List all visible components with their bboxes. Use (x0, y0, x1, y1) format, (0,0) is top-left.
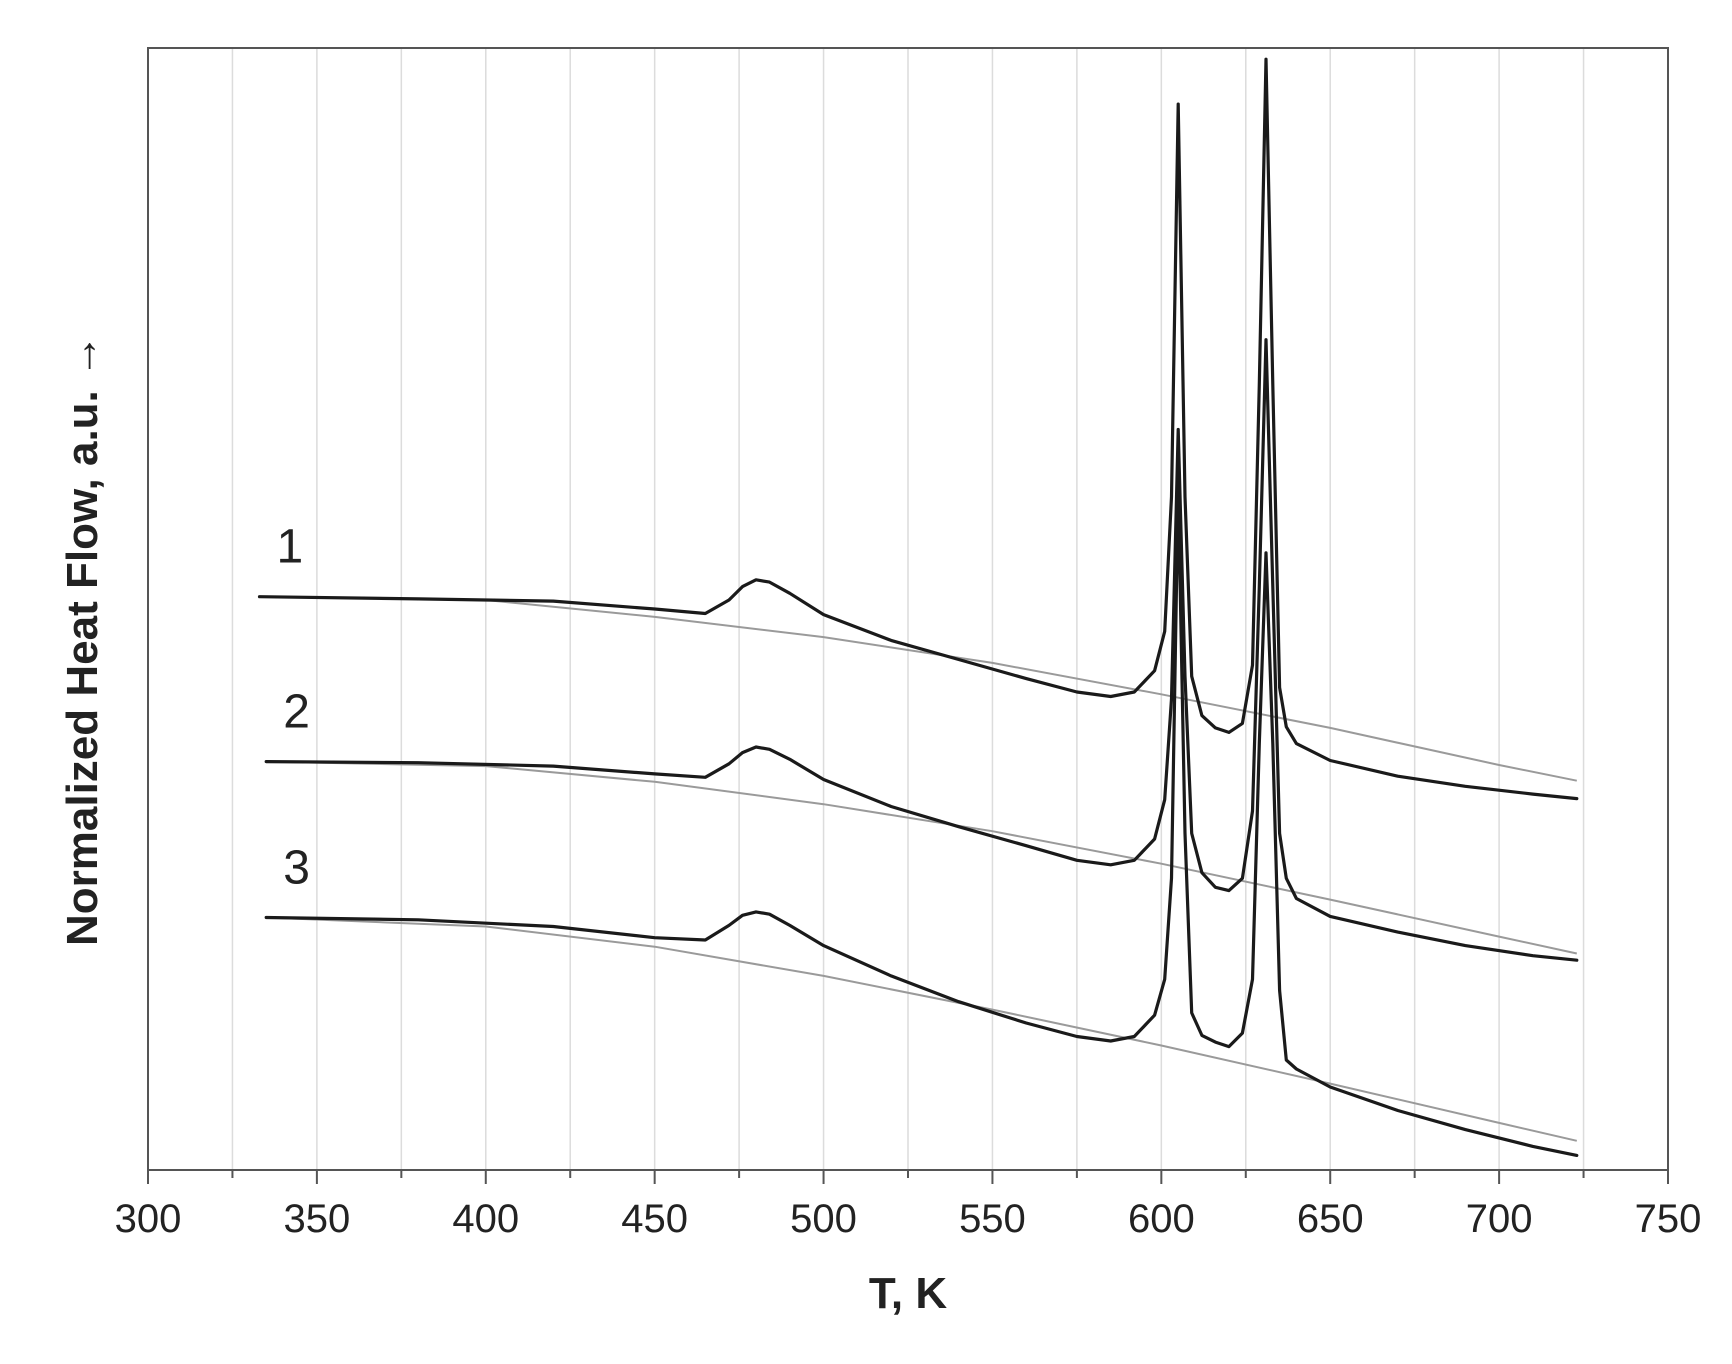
x-tick-label: 350 (284, 1197, 351, 1241)
y-axis-title: Normalized Heat Flow, a.u. → (58, 334, 107, 946)
x-tick-label: 500 (790, 1197, 857, 1241)
x-tick-labels: 300 350 400 450 500 550 600 650 700 750 (115, 1197, 1702, 1241)
x-tick-label: 400 (452, 1197, 519, 1241)
x-tick-label: 600 (1128, 1197, 1195, 1241)
x-axis-title: T, K (869, 1269, 947, 1318)
baseline-2 (266, 760, 1578, 955)
baselines (259, 595, 1578, 1142)
x-tick-label: 450 (621, 1197, 688, 1241)
curve-label-3: 3 (283, 842, 310, 895)
baseline-1 (259, 595, 1577, 782)
x-tick-label: 750 (1635, 1197, 1702, 1241)
x-tick-label: 300 (115, 1197, 182, 1241)
x-tick-label: 550 (959, 1197, 1026, 1241)
curve-labels: 1 2 3 (277, 521, 310, 895)
curve-1 (257, 57, 1579, 801)
curves (257, 57, 1579, 1157)
baseline-3 (266, 916, 1578, 1142)
curve-2 (264, 338, 1579, 962)
x-ticks (147, 1170, 1669, 1184)
curve-label-1: 1 (277, 521, 304, 574)
curve-3 (264, 484, 1579, 1157)
x-tick-label: 700 (1466, 1197, 1533, 1241)
x-tick-label: 650 (1297, 1197, 1364, 1241)
curve-label-2: 2 (283, 686, 310, 739)
